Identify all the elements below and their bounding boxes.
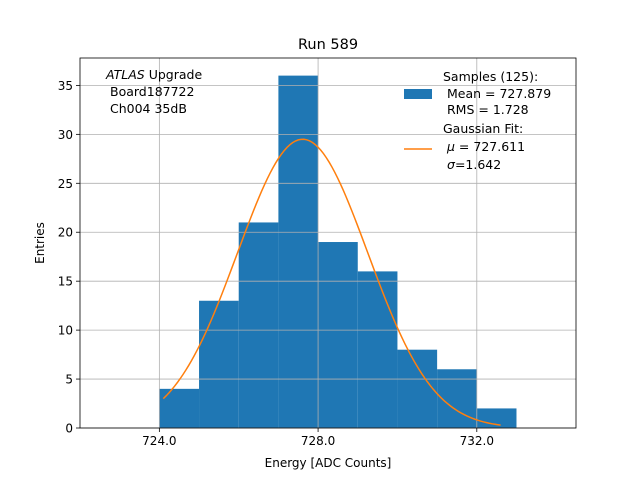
y-tick-label: 25: [58, 177, 73, 191]
legend-samples-swatch: [404, 89, 432, 99]
x-tick-label: 724.0: [142, 434, 176, 448]
legend-fit-title: Gaussian Fit:: [443, 121, 523, 136]
histogram-bar: [238, 222, 279, 428]
y-tick-label: 5: [65, 373, 73, 387]
histogram-bar: [318, 242, 358, 428]
x-axis-ticks: 724.0 728.0 732.0: [142, 428, 494, 448]
mu-symbol: μ: [446, 139, 455, 154]
histogram-bar: [278, 75, 319, 428]
x-axis-label: Energy [ADC Counts]: [265, 456, 392, 470]
plot-frame: [79, 57, 577, 429]
y-tick-label: 10: [58, 324, 73, 338]
y-tick-label: 35: [58, 79, 73, 93]
annotation-channel: Ch004 35dB: [110, 101, 187, 116]
legend-samples-mean: Mean = 727.879: [447, 86, 551, 101]
sigma-value: =1.642: [455, 157, 501, 172]
y-tick-label: 20: [58, 226, 73, 240]
histogram-bars: [159, 75, 517, 428]
x-tick-label: 728.0: [301, 434, 335, 448]
atlas-label: ATLAS: [105, 67, 145, 82]
y-tick-label: 0: [65, 422, 73, 436]
upgrade-label: Upgrade: [145, 67, 203, 82]
legend-fit-sigma: σ=1.642: [447, 157, 501, 172]
mu-value: = 727.611: [455, 139, 525, 154]
run-annotation: ATLAS Upgrade Board187722 Ch004 35dB: [105, 67, 202, 116]
chart-title: Run 589: [298, 37, 358, 53]
legend-samples-title: Samples (125):: [443, 69, 538, 84]
y-axis-label: Entries: [33, 222, 47, 264]
annotation-line1: ATLAS Upgrade: [105, 67, 202, 82]
histogram-bar: [357, 271, 398, 428]
sigma-symbol: σ: [447, 157, 456, 172]
histogram-bar: [199, 300, 239, 428]
y-tick-label: 15: [58, 275, 73, 289]
legend: Samples (125): Mean = 727.879 RMS = 1.72…: [404, 69, 551, 172]
gaussian-fit-curve: [162, 138, 501, 426]
histogram-bar: [159, 388, 200, 428]
x-tick-label: 732.0: [460, 434, 494, 448]
y-axis-ticks: 0 5 10 15 20 25 30 35: [58, 79, 80, 436]
legend-fit-mu: μ = 727.611: [446, 139, 525, 154]
histogram-bar: [437, 369, 477, 428]
annotation-board: Board187722: [110, 84, 194, 99]
legend-samples-rms: RMS = 1.728: [447, 102, 529, 117]
y-tick-label: 30: [58, 128, 73, 142]
histogram-bar: [397, 349, 438, 428]
